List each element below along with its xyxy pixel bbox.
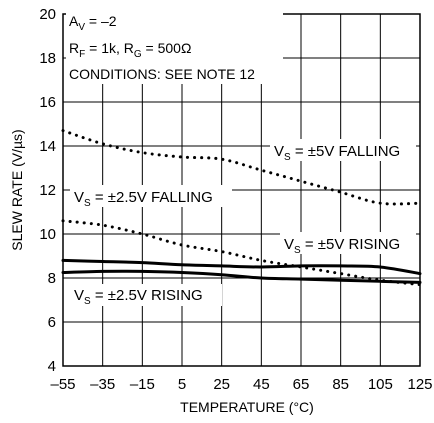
x-tick-label: 125 — [407, 376, 432, 393]
y-axis-title: SLEW RATE (V/µs) — [9, 129, 25, 250]
x-axis-title: TEMPERATURE (°C) — [180, 399, 314, 415]
x-tick-label: 25 — [213, 376, 230, 393]
y-tick-label: 14 — [39, 138, 56, 155]
y-tick-labels: 4 6 8 10 12 14 16 18 20 — [39, 6, 56, 375]
y-tick-label: 8 — [48, 270, 56, 287]
y-tick-label: 10 — [39, 226, 56, 243]
x-tick-label: –15 — [130, 376, 155, 393]
x-tick-labels: –55 –35 –15 5 25 45 65 85 105 125 — [50, 376, 432, 393]
svg-text:VS = ±5V RISING: VS = ±5V RISING — [284, 236, 400, 256]
svg-text:VS = ±2.5V RISING: VS = ±2.5V RISING — [74, 287, 203, 307]
x-tick-label: 65 — [293, 376, 310, 393]
x-tick-label: 45 — [253, 376, 270, 393]
series-label-2-5v-falling: VS = ±2.5V FALLING — [70, 185, 232, 209]
series-line-0 — [61, 129, 422, 206]
x-tick-label: 5 — [178, 376, 186, 393]
x-tick-label: –55 — [50, 376, 75, 393]
y-tick-label: 18 — [39, 50, 56, 67]
y-tick-label: 20 — [39, 6, 56, 23]
conditions-block: AV = –2 RF = 1k, RG = 500Ω CONDITIONS: S… — [66, 8, 283, 84]
x-tick-label: 85 — [332, 376, 349, 393]
y-tick-label: 6 — [48, 314, 56, 331]
series-label-5v-falling: VS = ±5V FALLING — [270, 139, 416, 163]
conditions-note: CONDITIONS: SEE NOTE 12 — [69, 66, 255, 82]
series-label-5v-rising: VS = ±5V RISING — [280, 232, 416, 256]
series-line-2 — [61, 258, 422, 276]
svg-text:VS = ±5V FALLING: VS = ±5V FALLING — [274, 143, 400, 163]
y-tick-label: 4 — [48, 358, 56, 375]
x-tick-label: –35 — [90, 376, 115, 393]
series-line-3 — [61, 269, 422, 284]
y-tick-label: 16 — [39, 94, 56, 111]
x-tick-label: 105 — [368, 376, 393, 393]
y-tick-label: 12 — [39, 182, 56, 199]
series-layer — [61, 129, 422, 287]
av-condition: AV = –2 — [69, 13, 117, 33]
rf-rg-condition: RF = 1k, RG = 500Ω — [69, 40, 191, 60]
svg-text:VS = ±2.5V FALLING: VS = ±2.5V FALLING — [74, 189, 213, 209]
series-label-2-5v-rising: VS = ±2.5V RISING — [70, 284, 222, 307]
